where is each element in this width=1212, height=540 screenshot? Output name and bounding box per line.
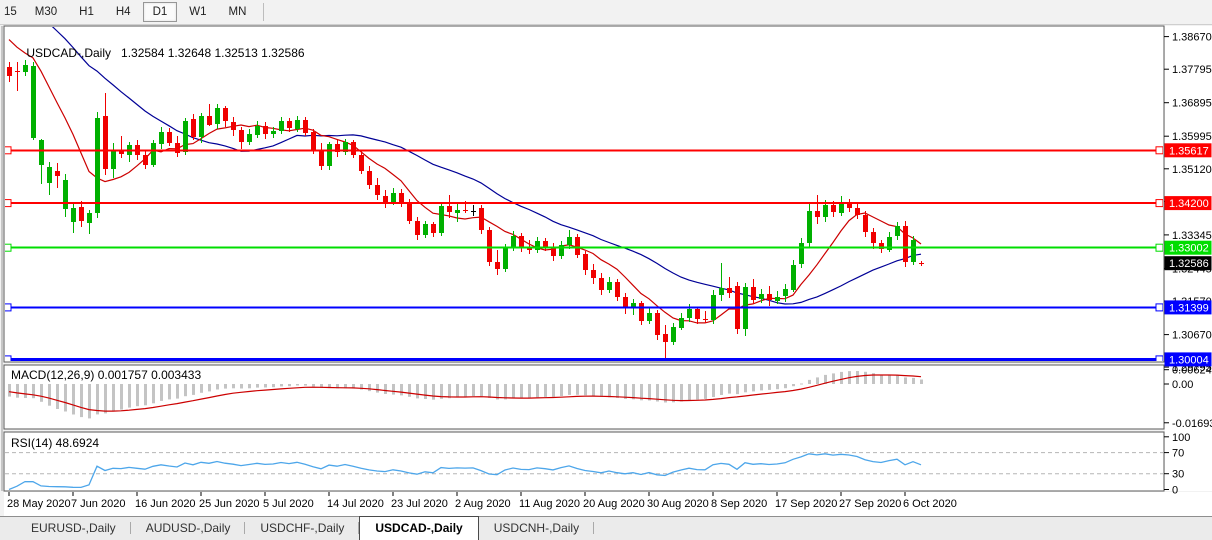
toolbar-separator [263,3,265,21]
time-axis-label: 5 Jul 2020 [263,498,314,510]
time-axis-label: 6 Oct 2020 [903,498,957,510]
chart-tab-usdcad[interactable]: USDCAD-,Daily [359,516,479,540]
timeframe-button-h1[interactable]: H1 [79,6,94,18]
price-axis-label: 1.36895 [1172,98,1212,110]
price-axis-label: 1.38670 [1172,32,1212,44]
time-axis-label: 25 Jun 2020 [199,498,260,510]
svg-text:1.33002: 1.33002 [1169,243,1209,255]
price-badge-1.31399: 1.31399 [1164,300,1212,315]
time-axis-area[interactable] [4,492,1212,516]
time-axis-label: 8 Sep 2020 [711,498,767,510]
line-handle[interactable] [4,199,12,208]
price-axis-label: 1.35995 [1172,131,1212,143]
time-axis-label: 11 Aug 2020 [519,498,580,510]
line-handle[interactable] [1155,243,1163,252]
chart-title: USDCAD-,Daily 1.32584 1.32648 1.32513 1.3… [13,32,305,74]
ohlc-readout: 1.32584 1.32648 1.32513 1.32586 [121,46,305,60]
price-badge-1.34200: 1.34200 [1164,196,1212,211]
line-handle[interactable] [1155,355,1163,363]
svg-text:1.35617: 1.35617 [1169,145,1209,157]
chart-tab-usdchf[interactable]: USDCHF-,Daily [245,518,360,540]
timeframe-button-h4[interactable]: H4 [115,6,131,18]
price-axis-label: 1.35120 [1172,164,1212,176]
svg-text:1.34200: 1.34200 [1169,198,1209,210]
line-handle[interactable] [4,243,12,252]
rsi-panel[interactable] [3,431,1165,492]
price-axis-label: 1.37795 [1172,64,1212,76]
time-axis-label: 7 Jun 2020 [71,498,125,510]
line-handle[interactable] [4,303,12,312]
svg-text:1.31399: 1.31399 [1169,302,1209,314]
line-handle[interactable] [1155,146,1163,155]
time-axis-label: 16 Jun 2020 [135,498,196,510]
timeframe-button-w1[interactable]: W1 [189,6,207,18]
timeframe-button-d1[interactable]: D1 [142,2,178,22]
chart-tabs-bar: EURUSD-,Daily AUDUSD-,Daily USDCHF-,Daily U… [0,516,1212,540]
time-axis-label: 27 Sep 2020 [839,498,901,510]
rsi-axis-label: 70 [1172,448,1184,460]
price-badge-1.33002: 1.33002 [1164,240,1212,255]
time-axis-label: 17 Sep 2020 [775,498,837,510]
svg-text:1.32586: 1.32586 [1169,258,1209,270]
tabbar-corner [0,517,16,540]
chart-tab-eurusd[interactable]: EURUSD-,Daily [16,518,131,540]
macd-axis-label: 0.00 [1172,379,1193,391]
price-badge-1.30004: 1.30004 [1164,352,1212,367]
rsi-axis-label: 30 [1172,469,1184,481]
macd-panel[interactable] [3,364,1165,430]
chart-tab-usdcnh[interactable]: USDCNH-,Daily [479,518,595,540]
timeframe-button-m30[interactable]: M30 [34,6,58,18]
timeframe-button-15[interactable]: 15 [4,6,17,18]
macd-axis-label: -0.016933 [1172,418,1212,430]
line-handle[interactable] [4,146,12,155]
macd-series [8,371,923,419]
rsi-indicator-label: RSI(14) 48.6924 [11,436,100,450]
timeframe-toolbar: 15 M30 H1 H4 D1 W1 MN [0,0,1212,25]
price-badge-1.32586: 1.32586 [1164,256,1212,271]
rsi-axis-label: 0 [1172,485,1178,497]
macd-signal-line [8,374,922,412]
rsi-axis-label: 100 [1172,432,1190,444]
svg-text:1.30004: 1.30004 [1169,354,1209,366]
macd-indicator-label: MACD(12,26,9) 0.001757 0.003433 [11,368,202,382]
symbol-period-label: USDCAD-,Daily [26,46,112,60]
macd-axis-label: 0.006245 [1172,365,1212,377]
time-axis-label: 23 Jul 2020 [391,498,448,510]
line-handle[interactable] [1155,199,1163,208]
main-chart-panel[interactable] [3,25,1165,363]
time-axis-label: 2 Aug 2020 [455,498,511,510]
line-handle[interactable] [1155,303,1163,312]
price-axis-label: 1.30670 [1172,330,1212,342]
time-axis-label: 30 Aug 2020 [647,498,709,510]
line-handle[interactable] [4,355,12,363]
rsi-line [8,453,922,490]
price-axis-label: 1.33345 [1172,230,1212,242]
time-axis-label: 20 Aug 2020 [583,498,645,510]
time-axis-label: 28 May 2020 [7,498,71,510]
candlestick-series [7,60,924,358]
timeframe-button-mn[interactable]: MN [228,6,247,18]
chart-tab-audusd[interactable]: AUDUSD-,Daily [131,518,246,540]
price-badge-1.35617: 1.35617 [1164,143,1212,158]
time-axis-label: 14 Jul 2020 [327,498,384,510]
